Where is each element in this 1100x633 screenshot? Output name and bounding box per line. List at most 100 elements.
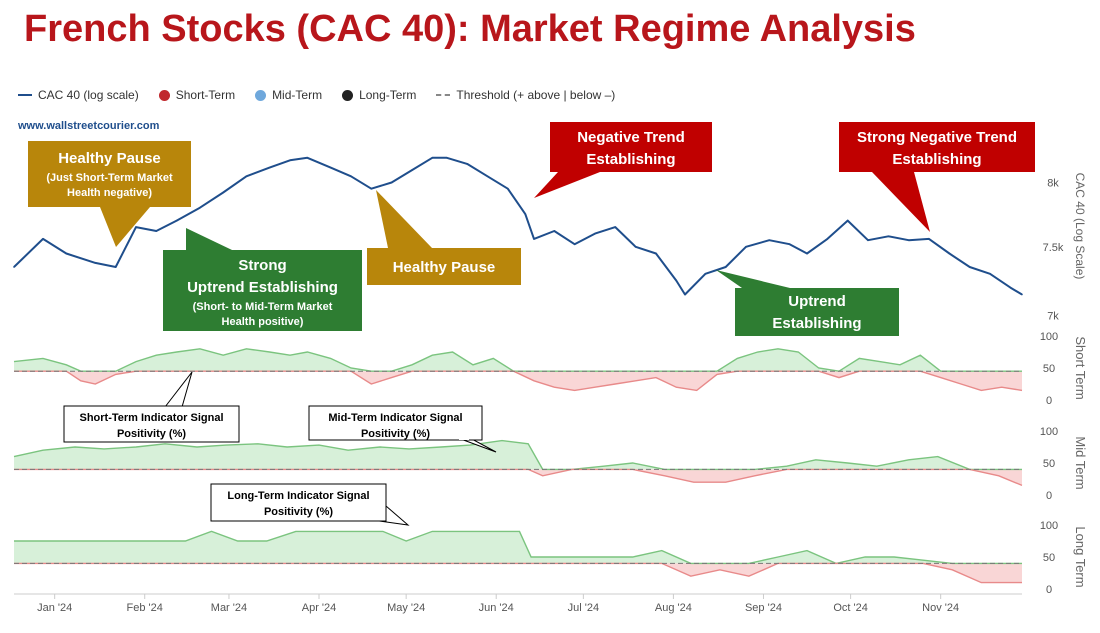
dot-swatch-icon: [342, 89, 354, 101]
positive-line: [14, 530, 1022, 565]
price-point: [524, 213, 527, 215]
annotation-pointer: [100, 207, 150, 247]
price-y-axis-label: CAC 40 (Log Scale): [1073, 173, 1087, 280]
negative-line: [14, 562, 1022, 584]
legend: CAC 40 (log scale) Short-Term Mid-Term Long…: [18, 87, 635, 103]
annotation-subtitle: (Just Short-Term Market: [46, 172, 173, 184]
callout-pointer: [163, 371, 193, 408]
annotation-box: [550, 122, 712, 172]
annotation-pointer: [534, 172, 600, 198]
price-point: [788, 243, 791, 245]
legend-item[interactable]: Threshold (+ above | below –): [436, 88, 615, 102]
callout-text: Short-Term Indicator Signal: [79, 412, 223, 424]
legend-label: Long-Term: [359, 88, 417, 102]
price-point: [306, 157, 309, 159]
legend-item[interactable]: Long-Term: [342, 88, 416, 102]
price-point: [350, 175, 352, 178]
panel-short-term: 0 50 100 Short Term: [13, 331, 1088, 407]
price-point: [289, 159, 291, 162]
callout-box: [63, 405, 240, 443]
negative-line: [14, 370, 1023, 392]
annotation-box: [367, 248, 521, 285]
legend-label: CAC 40 (log scale): [38, 88, 139, 102]
annotation-subtitle: (Short- to Mid-Term Market: [193, 301, 333, 313]
price-point: [826, 238, 829, 240]
callout-text: Positivity (%): [117, 428, 186, 440]
price-point: [94, 262, 97, 264]
x-tick-label: Jul '24: [568, 602, 599, 614]
indicator-y-tick-label: 0: [1046, 490, 1052, 502]
legend-item[interactable]: Mid-Term: [255, 88, 322, 102]
annotation-2: Strong Uptrend Establishing (Short- to Mid…: [163, 228, 362, 331]
x-tick-label: May '24: [387, 602, 425, 614]
indicator-y-axis-label: Short Term: [1073, 336, 1088, 399]
price-point: [846, 219, 849, 222]
price-point: [155, 230, 158, 232]
dot-swatch-icon: [255, 89, 267, 101]
x-tick-label: Nov '24: [922, 602, 959, 614]
annotation-pointer: [186, 228, 232, 250]
negative-line: [14, 468, 1023, 487]
price-point: [431, 157, 434, 159]
legend-item[interactable]: Short-Term: [158, 88, 236, 102]
price-point: [245, 175, 248, 178]
indicator-y-tick-label: 0: [1046, 395, 1052, 407]
price-point: [655, 252, 657, 255]
annotation-title: Uptrend: [788, 293, 846, 310]
annotation-box: [163, 250, 362, 331]
price-point: [768, 239, 771, 242]
annotation-3: Healthy Pause: [367, 190, 521, 285]
price-point: [594, 232, 596, 235]
price-point: [948, 252, 951, 255]
legend-item[interactable]: CAC 40 (log scale): [18, 88, 139, 102]
annotation-title: Healthy Pause: [58, 150, 161, 167]
legend-label: Short-Term: [175, 88, 236, 102]
annotation-1: Healthy Pause (Just Short-Term Market Heal…: [28, 141, 191, 247]
dashed-line-icon: [436, 94, 451, 96]
annotation-box: [28, 141, 191, 207]
legend-label: Mid-Term: [272, 88, 323, 102]
positive-line: [13, 439, 1022, 471]
price-point: [329, 166, 332, 169]
price-point: [968, 266, 971, 268]
price-point: [704, 272, 707, 275]
price-point: [573, 243, 576, 245]
x-tick-label: Sep '24: [745, 602, 782, 614]
price-point: [13, 266, 15, 268]
annotation-subtitle: Health positive): [222, 316, 304, 328]
indicator-y-axis-label: Long Term: [1073, 526, 1088, 587]
callout-box: [210, 483, 387, 522]
callout-3: Long-Term Indicator Signal Positivity (%): [210, 483, 410, 526]
price-point: [684, 293, 686, 296]
positive-line: [13, 348, 1022, 372]
callout-joint: [166, 407, 181, 408]
price-y-tick-label: 7k: [1047, 311, 1059, 323]
negative-area: [14, 371, 1022, 391]
price-point: [135, 226, 137, 228]
price-point: [390, 181, 393, 184]
price-point: [222, 191, 224, 194]
annotation-box: [735, 288, 899, 336]
positive-area: [14, 440, 1022, 470]
price-point: [65, 252, 68, 255]
price-y-tick-label: 7.5k: [1043, 242, 1064, 254]
price-point: [466, 163, 468, 165]
callout-joint: [373, 508, 385, 520]
dot-swatch-icon: [158, 89, 170, 101]
annotation-4: Negative Trend Establishing: [534, 122, 712, 198]
indicator-y-tick-label: 50: [1043, 458, 1055, 470]
price-point: [675, 279, 678, 282]
source-label: www.wallstreetcourier.com: [18, 120, 160, 132]
price-point: [1009, 286, 1012, 289]
price-point: [507, 187, 509, 190]
price-point: [175, 219, 178, 222]
x-tick-label: Feb '24: [127, 602, 163, 614]
annotation-title: Negative Trend: [577, 129, 685, 146]
price-point: [268, 166, 271, 169]
price-point: [806, 252, 808, 255]
x-tick-label: Jan '24: [37, 602, 72, 614]
indicator-y-tick-label: 50: [1043, 363, 1055, 375]
positive-area: [14, 531, 1022, 564]
x-tick-label: Apr '24: [302, 602, 337, 614]
price-point: [887, 235, 890, 238]
